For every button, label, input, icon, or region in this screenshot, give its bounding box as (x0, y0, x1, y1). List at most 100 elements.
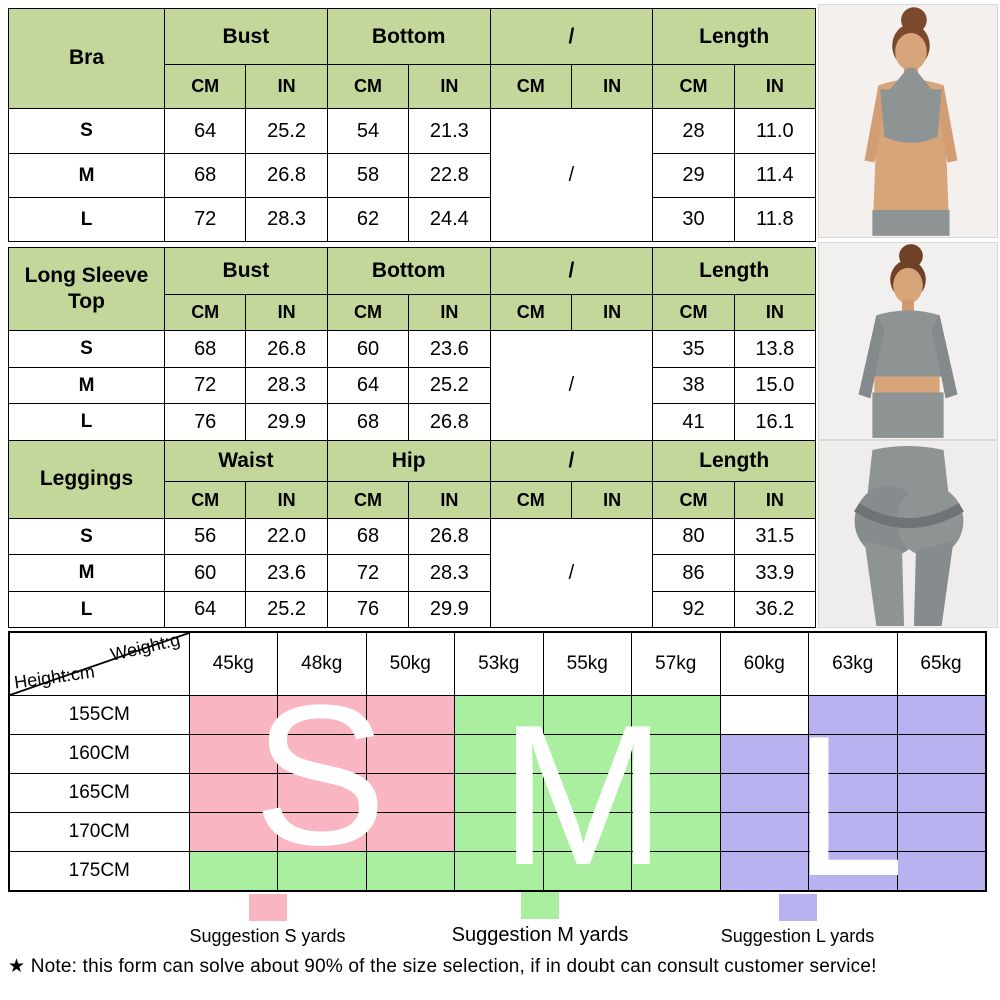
measurement-cell: 22.8 (408, 153, 491, 198)
measurement-cell: 23.6 (245, 554, 328, 592)
measurement-cell: 26.8 (245, 330, 328, 368)
axis-corner-cell: Weight:g Height:cm (8, 629, 190, 696)
slash-cell: / (489, 330, 654, 441)
suggestion-cell (454, 812, 544, 852)
measurement-cell: 28.3 (408, 554, 491, 592)
column-group-header: / (489, 247, 654, 295)
weight-column-header: 45kg (188, 631, 278, 696)
suggestion-cell (454, 773, 544, 813)
size-table-title: Bra (8, 8, 165, 109)
suggestion-cell (542, 734, 632, 774)
suggestion-cell (896, 773, 986, 813)
measurement-cell: 41 (652, 403, 735, 441)
measurement-cell: 29.9 (408, 591, 491, 628)
column-group-header: Bottom (326, 247, 491, 295)
measurement-cell: 26.8 (245, 153, 328, 198)
suggestion-cell (719, 773, 809, 813)
measurement-cell: 68 (326, 403, 410, 441)
size-row-header: M (8, 153, 165, 198)
leggings-model-illustration (819, 442, 997, 626)
weight-column-header: 48kg (277, 631, 367, 696)
suggestion-cell (454, 734, 544, 774)
column-group-header: Length (652, 440, 817, 482)
suggestion-cell (719, 695, 809, 735)
legend-item-l: Suggestion L yards (690, 894, 905, 947)
unit-header: IN (245, 481, 328, 519)
measurement-cell: 11.4 (733, 153, 817, 198)
size-row-header: M (8, 367, 165, 404)
legend-label-m: Suggestion M yards (451, 924, 629, 946)
weight-column-header: 60kg (719, 631, 809, 696)
suggestion-cell (188, 851, 278, 892)
suggestion-cell (277, 812, 367, 852)
unit-header: CM (489, 64, 572, 109)
suggestion-cell (188, 734, 278, 774)
measurement-cell: 29 (652, 153, 735, 198)
legend-label-s: Suggestion S yards (189, 926, 346, 946)
measurement-cell: 22.0 (245, 518, 328, 555)
unit-header: CM (326, 294, 410, 331)
s-color-swatch-icon (248, 894, 287, 921)
measurement-cell: 28.3 (245, 367, 328, 404)
size-row-header: L (8, 197, 165, 242)
measurement-cell: 26.8 (408, 403, 491, 441)
suggestion-cell (454, 851, 544, 892)
measurement-cell: 33.9 (733, 554, 817, 592)
measurement-cell: 29.9 (245, 403, 328, 441)
weight-column-header: 57kg (631, 631, 721, 696)
column-group-header: / (489, 8, 654, 65)
unit-header: CM (163, 294, 247, 331)
measurement-cell: 31.5 (733, 518, 817, 555)
suggestion-cell (896, 734, 986, 774)
column-group-header: Hip (326, 440, 491, 482)
weight-column-header: 65kg (896, 631, 986, 696)
measurement-cell: 64 (326, 367, 410, 404)
suggestion-cell (896, 812, 986, 852)
suggestion-cell (365, 773, 455, 813)
unit-header: IN (408, 64, 491, 109)
unit-header: IN (408, 294, 491, 331)
l-color-swatch-icon (778, 894, 817, 921)
legend-item-s: Suggestion S yards (160, 894, 375, 947)
height-row-header: 155CM (8, 695, 190, 735)
measurement-cell: 28.3 (245, 197, 328, 242)
suggestion-cell (631, 734, 721, 774)
height-row-header: 170CM (8, 812, 190, 852)
suggestion-cell (808, 812, 898, 852)
long-sleeve-top-size-table: Long Sleeve Top Bust Bottom / Length CM IN CM IN… (8, 247, 817, 441)
unit-header: CM (163, 481, 247, 519)
unit-header: IN (570, 64, 654, 109)
column-group-header: Bust (164, 247, 328, 295)
suggestion-cell (277, 851, 367, 892)
measurement-cell: 16.1 (733, 403, 817, 441)
bra-size-table: Bra Bust Bottom / Length CM IN CM IN CM IN CM IN S 64 2… (8, 8, 817, 242)
suggestion-cell (808, 773, 898, 813)
leggings-product-photo (818, 440, 998, 628)
leggings-size-table: Leggings Waist Hip / Length CM IN CM IN CM IN CM IN S… (8, 440, 817, 628)
suggestion-cell (808, 734, 898, 774)
measurement-cell: 35 (652, 330, 735, 368)
measurement-cell: 21.3 (408, 108, 491, 154)
measurement-cell: 72 (163, 197, 247, 242)
column-group-header: / (489, 440, 654, 482)
measurement-cell: 26.8 (408, 518, 491, 555)
column-group-header: Length (652, 8, 817, 65)
column-group-header: Bottom (326, 8, 491, 65)
measurement-cell: 30 (652, 197, 735, 242)
measurement-cell: 11.8 (733, 197, 817, 242)
suggestion-cell (188, 695, 278, 735)
suggestion-cell (631, 851, 721, 892)
suggestion-cell (896, 851, 986, 892)
unit-header: CM (326, 481, 410, 519)
measurement-cell: 28 (652, 108, 735, 154)
slash-cell: / (489, 518, 654, 628)
suggestion-cell (277, 695, 367, 735)
measurement-cell: 56 (163, 518, 247, 555)
measurement-cell: 24.4 (408, 197, 491, 242)
size-row-header: S (8, 518, 165, 555)
measurement-cell: 72 (326, 554, 410, 592)
measurement-cell: 25.2 (408, 367, 491, 404)
weight-column-header: 55kg (542, 631, 632, 696)
unit-header: IN (733, 481, 817, 519)
suggestion-cell (277, 773, 367, 813)
